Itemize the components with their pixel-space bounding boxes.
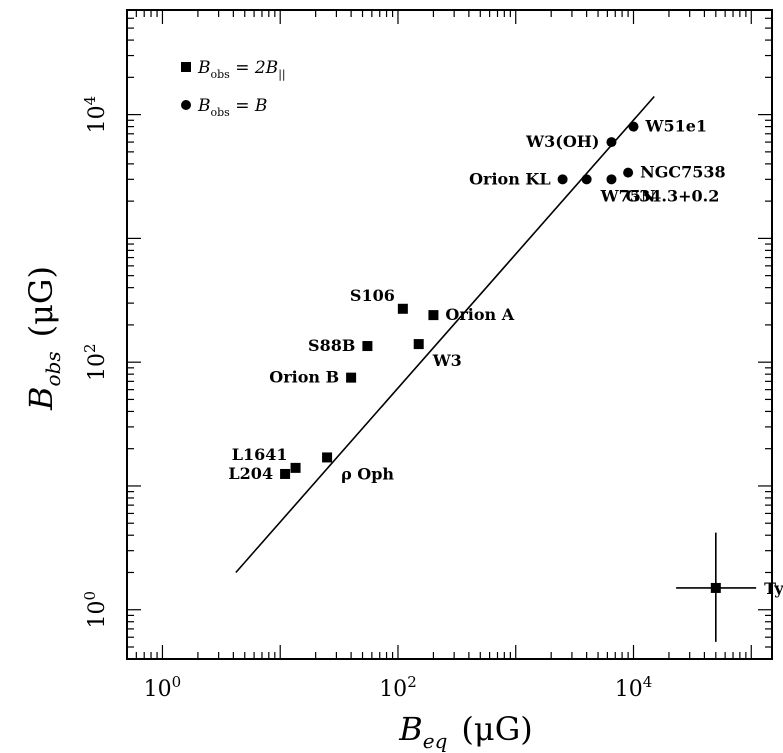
- x-tick-label: 102: [379, 673, 417, 702]
- legend-circle-marker: [181, 100, 191, 110]
- point-label: Orion B: [269, 368, 339, 387]
- typical-error-bar: Typical Error: [676, 532, 783, 642]
- point-circle: [606, 137, 617, 148]
- x-axis-title: Beq (μG): [398, 710, 532, 753]
- typical-error-label: Typical Error: [764, 579, 783, 598]
- point-circle: [581, 174, 592, 185]
- y-axis-title-sub: obs: [41, 351, 65, 386]
- point-label: G34.3+0.2: [625, 186, 719, 205]
- point-label: ρ Oph: [341, 464, 394, 483]
- x-axis-title-unit: (μG): [461, 710, 532, 748]
- legend-square-marker: [181, 62, 191, 72]
- y-axis-title: Bobs (μG): [22, 266, 65, 411]
- legend-entry-text: Bobs = 2B||: [197, 58, 286, 82]
- point-circle: [557, 174, 568, 185]
- point-square: [413, 339, 424, 350]
- x-tick-label: 104: [615, 673, 653, 702]
- x-axis-title-main: B: [398, 710, 423, 748]
- point-square: [280, 468, 291, 479]
- point-circle: [606, 174, 617, 185]
- point-label: W3: [432, 351, 462, 370]
- point-square: [322, 452, 333, 463]
- point-square: [290, 462, 301, 473]
- point-label: L204: [228, 464, 273, 483]
- point-square: [428, 310, 439, 321]
- point-label: L1641: [232, 445, 288, 464]
- plot-frame: [126, 9, 773, 660]
- point-label: Orion KL: [469, 169, 550, 188]
- axis-ticks: [126, 9, 772, 660]
- point-label: W51e1: [645, 117, 708, 136]
- y-tick-label: 104: [81, 96, 110, 134]
- x-tick-label: 100: [144, 673, 182, 702]
- point-label: S106: [350, 286, 395, 305]
- axis-tick-labels: 100 102 104 100 102 104: [81, 96, 652, 702]
- x-axis-title-sub: eq: [423, 729, 448, 753]
- point-label: W75N: [600, 186, 656, 205]
- legend: Bobs = 2B|| Bobs = B: [181, 58, 286, 119]
- point-square: [397, 303, 408, 314]
- point-label: S88B: [308, 336, 355, 355]
- point-circle: [623, 167, 634, 178]
- point-label: NGC7538: [640, 163, 726, 182]
- error-bar-marker: [710, 582, 721, 593]
- point-circle: [628, 121, 639, 132]
- data-points: [280, 121, 639, 479]
- y-axis-title-main: B: [22, 386, 60, 411]
- point-label: W3(OH): [525, 132, 599, 151]
- y-axis-title-unit: (μG): [22, 266, 60, 337]
- y-tick-label: 102: [81, 343, 110, 381]
- point-square: [362, 341, 373, 352]
- y-tick-label: 100: [81, 591, 110, 629]
- point-label: Orion A: [445, 305, 514, 324]
- fit-line: [235, 95, 655, 574]
- point-square: [346, 372, 357, 383]
- legend-entry-text: Bobs = B: [197, 96, 267, 119]
